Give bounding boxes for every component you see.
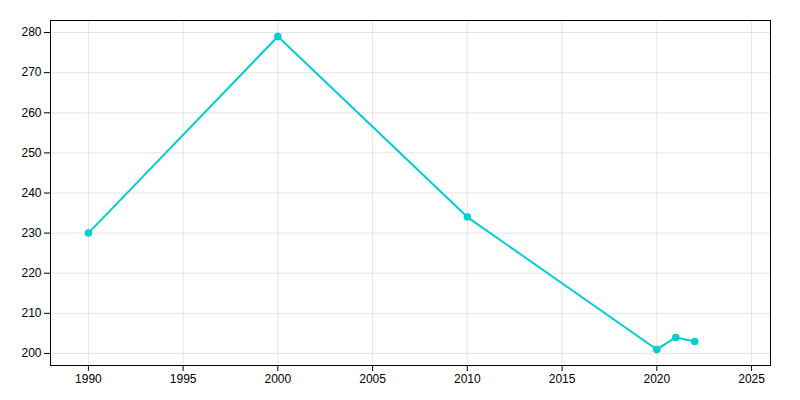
svg-text:200: 200 xyxy=(21,346,41,360)
svg-text:230: 230 xyxy=(21,226,41,240)
svg-text:2000: 2000 xyxy=(265,372,292,386)
svg-text:220: 220 xyxy=(21,266,41,280)
svg-text:2005: 2005 xyxy=(359,372,386,386)
svg-text:1995: 1995 xyxy=(170,372,197,386)
svg-text:2010: 2010 xyxy=(454,372,481,386)
svg-text:260: 260 xyxy=(21,106,41,120)
svg-text:210: 210 xyxy=(21,306,41,320)
svg-text:250: 250 xyxy=(21,146,41,160)
svg-text:2015: 2015 xyxy=(549,372,576,386)
svg-text:280: 280 xyxy=(21,25,41,39)
svg-text:2025: 2025 xyxy=(738,372,765,386)
svg-text:1990: 1990 xyxy=(75,372,102,386)
svg-text:2020: 2020 xyxy=(643,372,670,386)
svg-text:270: 270 xyxy=(21,65,41,79)
svg-text:240: 240 xyxy=(21,186,41,200)
